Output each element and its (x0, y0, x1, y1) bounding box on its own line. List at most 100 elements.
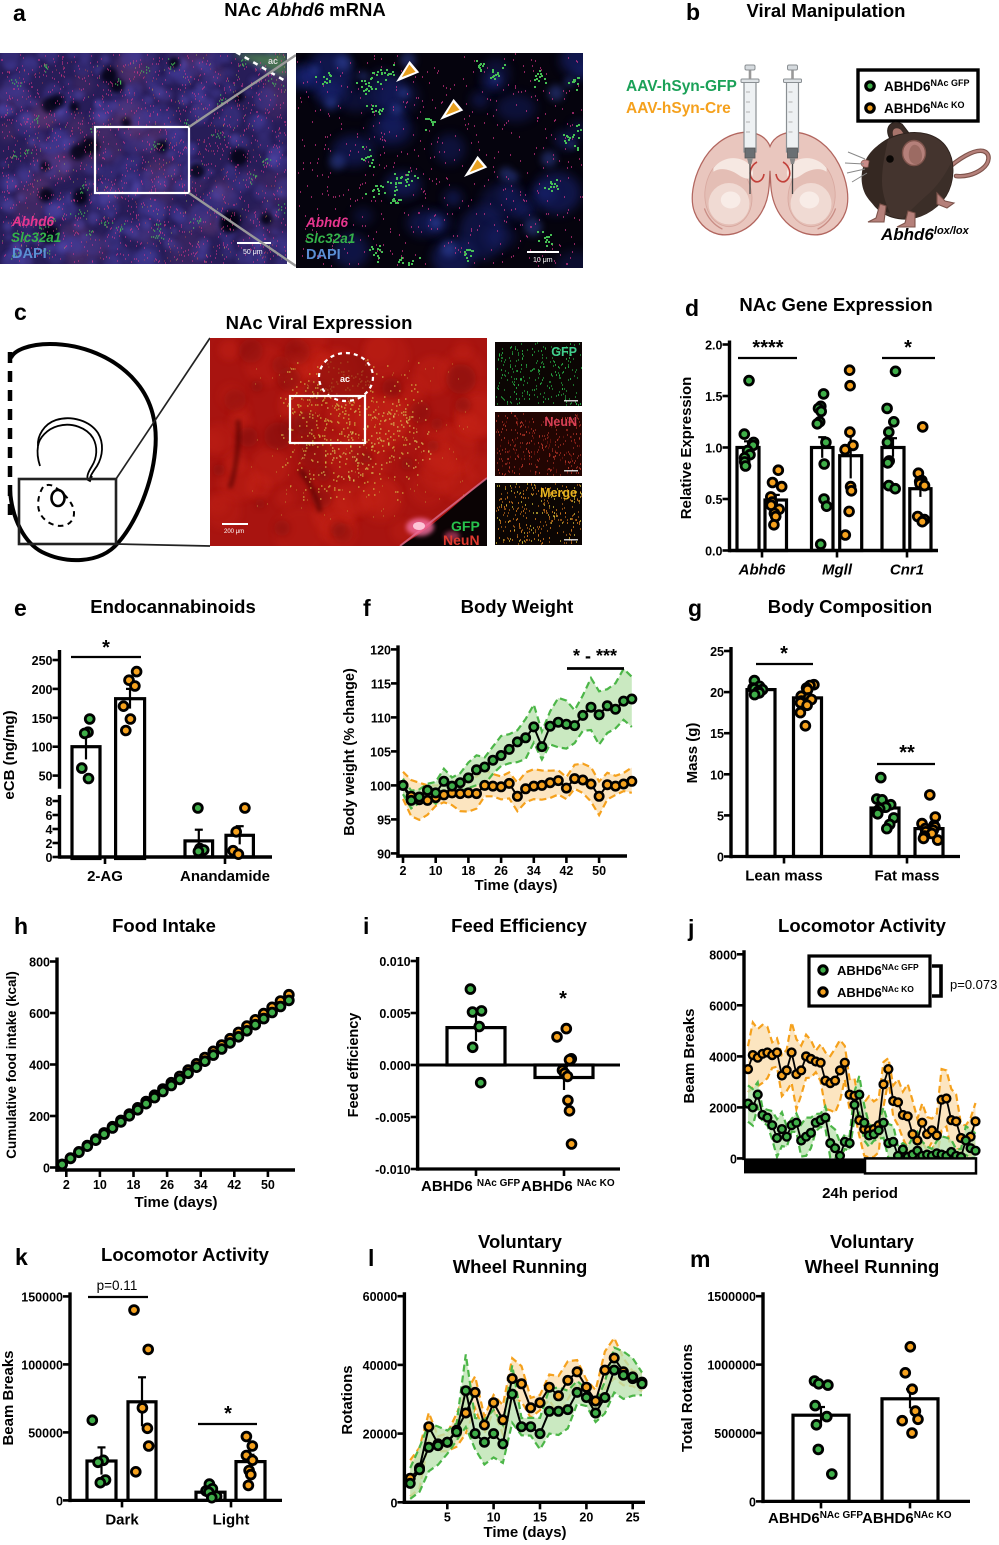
svg-text:1.0: 1.0 (705, 442, 722, 456)
svg-text:26: 26 (494, 864, 508, 878)
svg-text:Dark: Dark (105, 1511, 139, 1528)
svg-text:50: 50 (592, 864, 606, 878)
svg-text:m: m (690, 1246, 710, 1272)
svg-text:50: 50 (261, 1178, 275, 1192)
svg-text:Mass (g): Mass (g) (684, 723, 701, 784)
svg-text:1500000: 1500000 (707, 1290, 756, 1304)
svg-text:Fat mass: Fat mass (874, 868, 939, 885)
svg-text:2-AG: 2-AG (87, 868, 123, 885)
svg-text:Rotations: Rotations (339, 1365, 356, 1434)
svg-text:Lean mass: Lean mass (745, 868, 823, 885)
svg-text:2000: 2000 (709, 1101, 737, 1115)
svg-text:0: 0 (749, 1495, 756, 1509)
svg-text:1.5: 1.5 (705, 390, 722, 404)
svg-text:NAc Abhd6 mRNA: NAc Abhd6 mRNA (224, 0, 385, 20)
svg-text:600: 600 (29, 1007, 50, 1021)
svg-text:0: 0 (730, 1152, 737, 1166)
svg-text:2: 2 (46, 837, 53, 851)
svg-text:GFP: GFP (451, 518, 480, 534)
svg-text:**: ** (899, 742, 915, 764)
svg-text:0: 0 (43, 1162, 50, 1176)
svg-text:25: 25 (626, 1510, 640, 1524)
svg-text:l: l (368, 1245, 374, 1271)
svg-text:250: 250 (32, 654, 53, 668)
svg-text:0.005: 0.005 (379, 1007, 410, 1021)
svg-text:Body weight (% change): Body weight (% change) (342, 668, 358, 836)
svg-text:ac: ac (340, 374, 350, 384)
svg-text:0.010: 0.010 (379, 955, 410, 969)
svg-text:10 μm: 10 μm (533, 257, 553, 264)
svg-text:*: * (904, 337, 912, 359)
svg-text:25: 25 (710, 645, 724, 659)
svg-text:Mgll: Mgll (822, 562, 853, 579)
svg-text:50: 50 (39, 770, 53, 784)
svg-text:200 μm: 200 μm (224, 529, 244, 535)
svg-text:e: e (14, 595, 27, 621)
svg-text:34: 34 (194, 1178, 208, 1192)
svg-text:DAPI: DAPI (306, 247, 341, 263)
svg-text:eCB (ng/mg): eCB (ng/mg) (1, 710, 18, 799)
svg-text:5: 5 (717, 809, 724, 823)
svg-text:50 μm: 50 μm (243, 249, 263, 256)
svg-text:p=0.11: p=0.11 (97, 1278, 138, 1293)
svg-text:Locomotor Activity: Locomotor Activity (101, 1244, 270, 1265)
svg-text:0: 0 (717, 851, 724, 865)
svg-text:Time (days): Time (days) (474, 877, 557, 894)
svg-text:6: 6 (46, 809, 53, 823)
svg-text:4: 4 (46, 823, 53, 837)
svg-text:800: 800 (29, 956, 50, 970)
svg-text:10: 10 (429, 864, 443, 878)
svg-text:DAPI: DAPI (12, 246, 47, 262)
svg-text:Food Intake: Food Intake (112, 915, 216, 936)
svg-text:****: **** (752, 337, 783, 359)
svg-text:Wheel Running: Wheel Running (805, 1256, 940, 1277)
svg-text:10: 10 (487, 1510, 501, 1524)
svg-text:p=0.073: p=0.073 (950, 977, 997, 992)
svg-text:Relative Expression: Relative Expression (678, 377, 695, 520)
svg-text:42: 42 (227, 1178, 241, 1192)
svg-text:2: 2 (63, 1178, 70, 1192)
svg-text:2: 2 (400, 864, 407, 878)
svg-text:NeuN: NeuN (443, 532, 480, 548)
svg-text:95: 95 (377, 813, 391, 827)
svg-text:50000: 50000 (28, 1426, 63, 1440)
svg-text:105: 105 (370, 745, 391, 759)
svg-text:k: k (15, 1244, 28, 1270)
svg-text:20: 20 (579, 1510, 593, 1524)
svg-text:Slc32a1: Slc32a1 (11, 230, 61, 245)
svg-text:10: 10 (93, 1178, 107, 1192)
svg-text:Feed Efficiency: Feed Efficiency (451, 915, 587, 936)
svg-text:Cnr1: Cnr1 (890, 562, 924, 579)
svg-text:Voluntary: Voluntary (830, 1231, 915, 1252)
svg-text:c: c (14, 299, 27, 325)
svg-text:26: 26 (160, 1178, 174, 1192)
svg-text:Slc32a1: Slc32a1 (305, 231, 355, 246)
svg-text:2.0: 2.0 (705, 339, 722, 353)
svg-text:Cumulative food intake (kcal): Cumulative food intake (kcal) (4, 971, 19, 1159)
svg-text:20: 20 (710, 686, 724, 700)
svg-text:500000: 500000 (714, 1427, 756, 1441)
svg-text:h: h (14, 913, 28, 939)
svg-text:115: 115 (371, 677, 391, 691)
svg-text:Endocannabinoids: Endocannabinoids (90, 596, 255, 617)
svg-text:Total Rotations: Total Rotations (679, 1344, 696, 1452)
svg-text:60000: 60000 (363, 1290, 398, 1304)
svg-text:5: 5 (444, 1510, 451, 1524)
svg-text:40000: 40000 (363, 1359, 398, 1373)
svg-text:0.5: 0.5 (705, 493, 722, 507)
svg-text:d: d (685, 295, 699, 321)
svg-text:Voluntary: Voluntary (478, 1231, 563, 1252)
svg-text:NAc Gene Expression: NAc Gene Expression (739, 294, 932, 315)
svg-text:NeuN: NeuN (544, 415, 577, 429)
svg-text:Anandamide: Anandamide (180, 868, 270, 885)
svg-text:15: 15 (533, 1510, 547, 1524)
svg-text:200: 200 (32, 683, 53, 697)
svg-text:*: * (102, 637, 110, 659)
svg-text:-0.010: -0.010 (375, 1163, 410, 1177)
svg-text:1000000: 1000000 (707, 1359, 756, 1373)
svg-text:100000: 100000 (21, 1358, 63, 1372)
svg-text:f: f (363, 595, 371, 621)
svg-text:GFP: GFP (551, 345, 577, 359)
svg-text:Body Weight: Body Weight (461, 596, 574, 617)
svg-text:150: 150 (32, 712, 53, 726)
